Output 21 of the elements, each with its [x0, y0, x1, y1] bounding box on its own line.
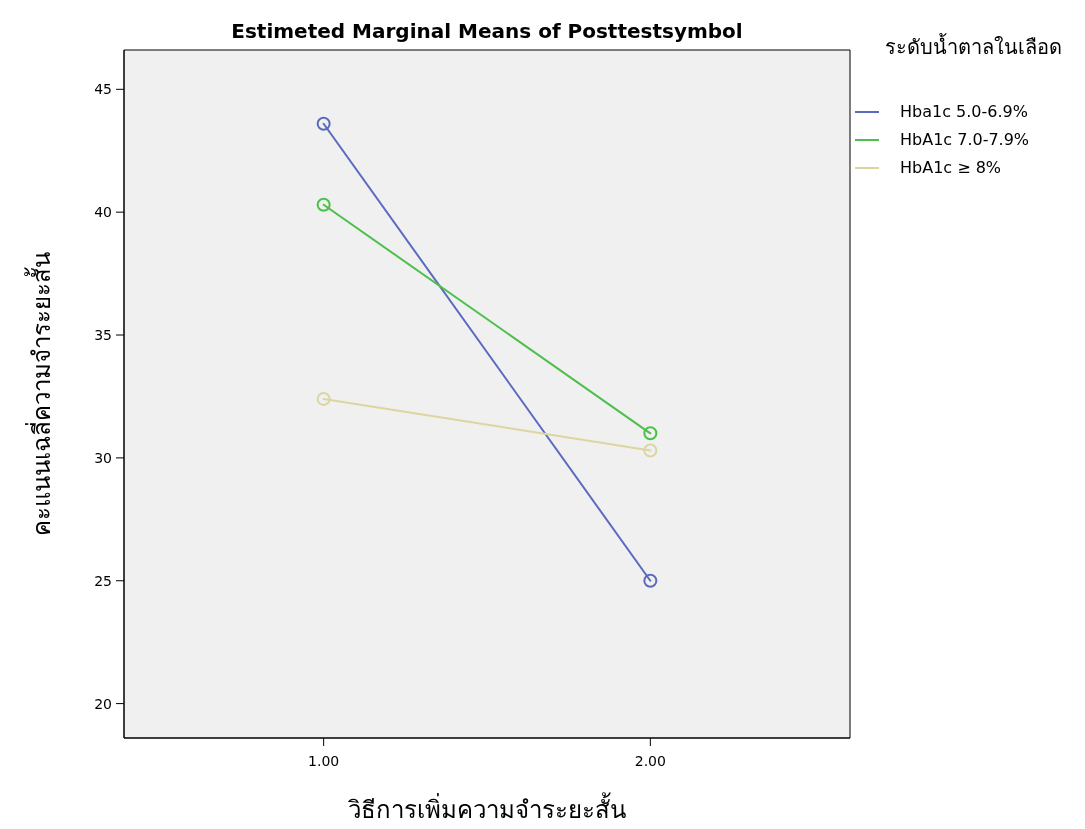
- x-tick-label: 1.00: [308, 753, 340, 769]
- x-axis-title: วิธีการเพิ่มความจำระยะสั้น: [347, 792, 626, 824]
- point: [316, 197, 331, 212]
- y-tick-label: 20: [94, 695, 112, 712]
- legend-title: ระดับน้ำตาลในเลือด: [885, 33, 1062, 59]
- y-tick-label: 40: [94, 204, 112, 221]
- point: [643, 573, 658, 588]
- point: [643, 443, 658, 458]
- y-tick-label: 45: [94, 81, 112, 98]
- legend-label: HbA1c 7.0-7.9%: [900, 130, 1030, 149]
- chart-title: Estimeted Marginal Means of Posttestsymbol: [231, 19, 743, 43]
- x-tick-label: 2.00: [634, 753, 666, 769]
- legend-label: Hba1c 5.0-6.9%: [900, 102, 1028, 121]
- y-tick-label: 35: [94, 327, 112, 344]
- y-axis-title: คะแนนเฉลี่ความจำระยะสั้น: [24, 252, 56, 536]
- y-tick-label: 30: [94, 449, 112, 466]
- point: [316, 116, 331, 131]
- legend-label: HbA1c ≥ 8%: [900, 158, 1002, 177]
- point: [316, 391, 331, 406]
- point: [643, 426, 658, 441]
- y-tick-label: 25: [94, 572, 112, 589]
